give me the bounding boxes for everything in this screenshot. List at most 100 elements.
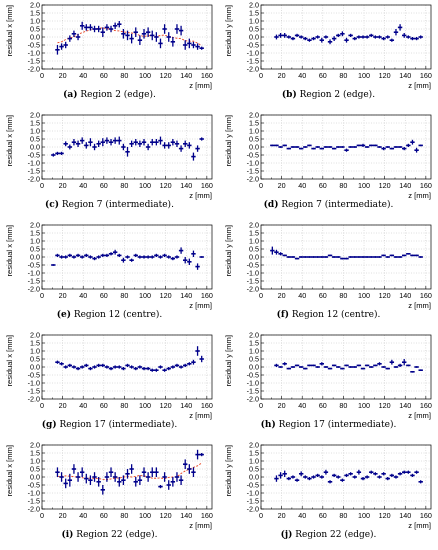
data-point (92, 143, 97, 151)
x-tick-label: 120 (379, 71, 391, 80)
data-point (303, 367, 308, 370)
data-point (141, 367, 147, 371)
data-point (389, 359, 395, 365)
data-point (108, 25, 114, 33)
data-point (117, 136, 122, 145)
y-tick-label: -1.5 (247, 387, 259, 396)
data-point (323, 256, 329, 258)
data-point (112, 249, 118, 255)
data-point (389, 147, 395, 150)
y-tick-label: -0.5 (28, 481, 40, 490)
y-tick-label: -1.5 (247, 277, 259, 286)
y-tick-label: -1.5 (28, 497, 40, 506)
x-tick-label: 80 (339, 511, 347, 520)
x-tick-label: 160 (201, 181, 213, 190)
y-tick-label: 0.5 (30, 245, 40, 254)
y-tick-label: 1.5 (30, 449, 40, 458)
y-tick-label: 2.0 (249, 331, 259, 340)
x-tick-label: 40 (298, 511, 306, 520)
y-tick-label: -0.5 (28, 261, 40, 270)
x-tick-label: 100 (358, 291, 370, 300)
data-point (369, 33, 374, 37)
y-tick-label: 1.5 (249, 449, 259, 458)
x-tick-label: 160 (201, 511, 213, 520)
data-point (100, 485, 105, 495)
caption-tag: (g) (41, 420, 57, 430)
data-point (145, 255, 151, 259)
data-point (84, 142, 89, 149)
data-point (307, 477, 312, 481)
y-tick-label: 0.5 (30, 355, 40, 364)
data-point (298, 256, 304, 258)
data-point (63, 41, 68, 49)
data-point (319, 147, 324, 150)
y-tick-label: 1.0 (249, 347, 259, 356)
data-point (323, 469, 329, 475)
residual-plot: -2.0-1.5-1.0-0.50.00.51.01.52.0 0 20 40 60 80… (5, 441, 213, 531)
data-point (348, 146, 353, 148)
y-tick-label: 2.0 (30, 221, 40, 230)
data-point (278, 366, 283, 368)
y-tick-label: -0.5 (28, 151, 40, 160)
data-point (406, 35, 411, 39)
x-axis-label: z [mm] (408, 301, 431, 310)
data-point (137, 35, 143, 45)
y-tick-label: 0.5 (249, 245, 259, 254)
data-point (278, 33, 283, 38)
data-point (88, 475, 93, 485)
data-point (402, 254, 407, 257)
data-point (344, 473, 349, 477)
data-point (327, 146, 333, 148)
y-tick-label: -0.5 (247, 481, 259, 490)
data-point (67, 253, 73, 257)
x-tick-label: 100 (139, 401, 151, 410)
x-tick-label: 120 (160, 71, 172, 80)
data-point (92, 25, 97, 33)
y-tick-label: 1.0 (30, 457, 40, 466)
x-tick-label: 120 (160, 181, 172, 190)
caption-text: Region 2 (edge). (77, 90, 156, 100)
data-point (274, 34, 279, 40)
data-point (150, 30, 155, 41)
y-tick-label: 2.0 (30, 1, 40, 10)
data-point (364, 146, 370, 148)
x-tick-label: 140 (180, 401, 192, 410)
x-tick-label: 20 (278, 181, 286, 190)
data-point (137, 365, 143, 369)
x-tick-label: 140 (180, 71, 192, 80)
x-tick-label: 100 (358, 71, 370, 80)
data-point (294, 364, 300, 367)
x-tick-label: 80 (339, 401, 347, 410)
data-point (162, 368, 167, 372)
data-point (282, 254, 287, 257)
data-point (373, 256, 378, 258)
y-axis-label: residual x [mm] (5, 115, 14, 166)
data-point (356, 469, 362, 475)
y-tick-label: 1.5 (249, 229, 259, 238)
data-point (298, 366, 304, 368)
data-point (270, 246, 275, 255)
data-point (125, 147, 130, 157)
x-tick-label: 120 (379, 181, 391, 190)
data-point (336, 366, 341, 368)
caption-text: Region 22 (edge). (73, 530, 158, 540)
data-point (96, 25, 101, 33)
y-tick-label: -2.0 (247, 175, 259, 184)
data-point (393, 146, 399, 148)
data-point (274, 144, 279, 147)
panel-caption: (d) Region 7 (intermediate). (219, 200, 438, 210)
data-point (286, 256, 292, 258)
data-point (336, 256, 341, 258)
y-tick-label: 0.0 (30, 143, 40, 152)
y-axis-label: residual y [mm] (224, 5, 233, 56)
data-point (92, 257, 97, 261)
y-tick-label: -1.0 (247, 379, 259, 388)
x-tick-label: 40 (298, 181, 306, 190)
data-point (274, 249, 279, 255)
data-point (389, 473, 395, 477)
data-point (385, 367, 390, 370)
y-tick-label: -2.0 (247, 285, 259, 294)
data-point (278, 146, 283, 148)
y-tick-label: -1.0 (28, 159, 40, 168)
data-point (133, 477, 138, 487)
